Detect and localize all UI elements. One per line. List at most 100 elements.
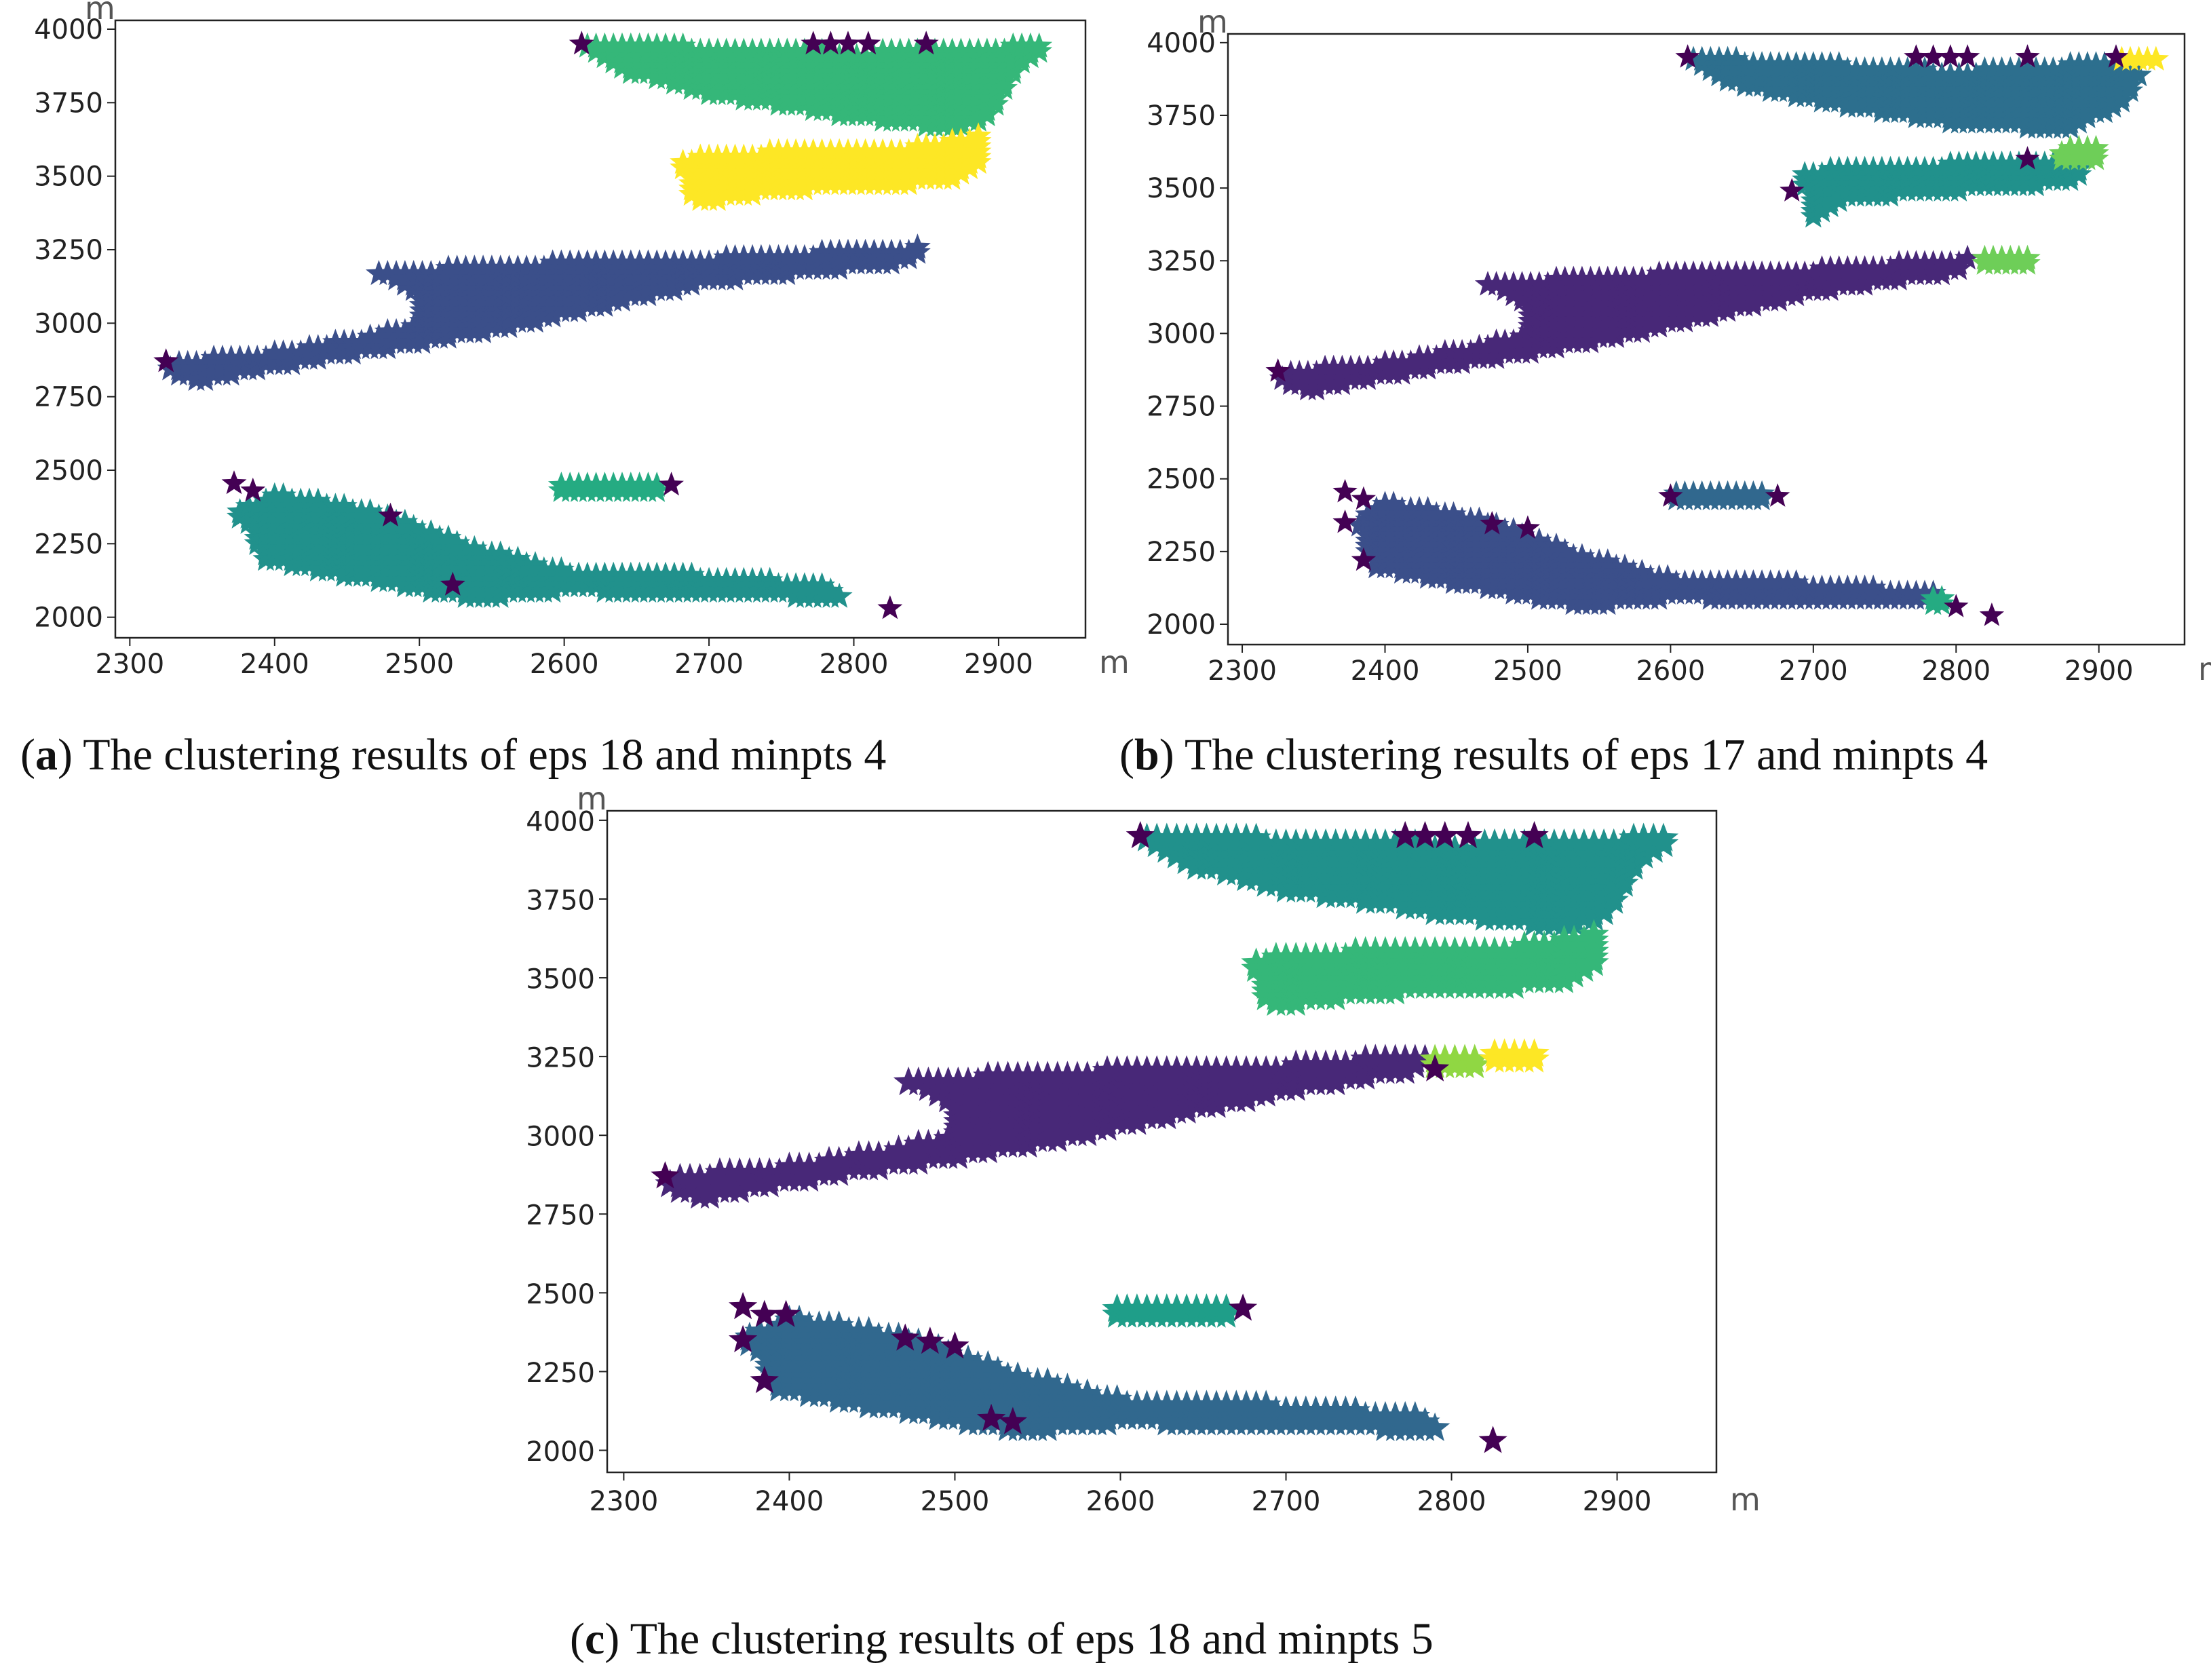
noise-point [801,31,826,55]
x-axis-unit-label: m [1730,1481,1761,1518]
series-noise [153,31,939,619]
noise-point [153,348,179,373]
noise-point [1979,603,2005,626]
data-point [270,482,296,508]
data-point [1569,543,1596,568]
data-point [2142,45,2170,71]
x-axis-unit-label: m [2198,651,2211,687]
noise-point [1765,483,1790,507]
data-point [1415,496,1441,521]
y-tick-label: 2000 [1147,609,1216,641]
data-point [1552,537,1578,563]
noise-point [913,31,939,55]
noise-point [2015,146,2040,170]
x-tick-label: 2300 [1208,655,1277,687]
data-point [1400,828,1431,858]
y-tick-label: 3500 [1147,173,1216,204]
x-tick-label: 2600 [1086,1486,1155,1517]
x-tick-label: 2900 [2064,655,2134,687]
series-cluster-main-tip [1972,244,2041,275]
y-tick-label: 3000 [526,1122,595,1153]
plot-frame [1227,33,2186,646]
data-point [522,551,549,577]
y-tick-label: 3750 [1147,100,1216,132]
y-tick-label: 2000 [526,1436,595,1468]
chart-b: 2300 2400 2500 2600 2700 2800 2900200022502500… [1147,3,2211,687]
data-point [1655,564,1681,589]
y-tick-label: 2500 [526,1279,595,1310]
data-point [2014,244,2041,270]
y-tick-label: 3500 [34,161,103,193]
data-point [1381,491,1407,516]
data-point [1648,822,1679,852]
y-axis-unit-label: m [85,0,115,26]
x-tick-label: 2800 [1921,655,1991,687]
series-cluster-short-segment [1663,480,1775,510]
x-tick-label: 2800 [820,649,889,680]
series-cluster-main-tip2 [1479,1038,1550,1073]
x-tick-label: 2900 [1583,1486,1652,1517]
data-point [809,37,835,63]
x-tick-label: 2500 [1493,655,1562,687]
data-point [1955,244,1981,270]
series-cluster-main-band [1269,244,1981,400]
noise-point [818,31,843,55]
series-cluster-lower-tip [1920,585,1955,615]
data-point [817,577,844,603]
x-tick-label: 2400 [755,1486,824,1517]
y-tick-label: 2750 [34,382,103,413]
x-tick-label: 2500 [921,1486,990,1517]
data-point [1519,1038,1550,1067]
y-tick-label: 2250 [34,529,103,560]
x-tick-label: 2700 [1252,1486,1321,1517]
data-point [1783,569,1809,594]
data-point [1946,250,1972,275]
y-tick-label: 3000 [1147,318,1216,349]
data-point [826,582,853,608]
noise-point [440,571,465,596]
data-point [1026,32,1053,58]
panel-b: 2300 2400 2500 2600 2700 2800 2900 2000 2250 2500… [1113,0,2211,706]
noise-point [835,31,861,55]
data-point [400,514,427,539]
y-axis-unit-label: m [1197,3,1228,40]
noise-point [1938,44,1963,68]
noise-point [1955,44,1980,68]
data-point [1929,585,1955,610]
noise-point [1780,178,1805,202]
x-tick-label: 2700 [1779,655,1848,687]
y-tick-label: 2750 [1147,392,1216,423]
data-point [504,546,531,571]
data-point [2126,61,2152,87]
noise-point [240,477,266,501]
series-cluster-top-band [1680,45,2152,139]
data-point [809,572,835,598]
series-cluster-upper-middle [1792,145,2092,228]
y-tick-label: 2250 [526,1358,595,1389]
data-point [487,540,514,566]
series-cluster-upper-middle [1241,919,1609,1016]
y-tick-label: 3250 [1147,246,1216,277]
data-point [461,535,488,560]
x-tick-label: 2500 [385,649,454,680]
y-tick-label: 2000 [34,603,103,634]
caption-a-text: The clustering results of eps 18 and min… [83,730,887,780]
data-point [1723,45,1750,71]
data-point [756,567,784,592]
data-point [2092,51,2118,76]
data-point [904,233,931,259]
noise-point [1904,44,1929,68]
series-cluster-main-band [655,1044,1440,1209]
caption-a: (a) The clustering results of eps 18 and… [20,730,887,780]
x-tick-label: 2900 [964,649,1033,680]
x-tick-label: 2700 [674,649,744,680]
data-point [678,561,705,587]
data-point [1459,1044,1490,1073]
data-point [444,529,471,555]
noise-point [1265,358,1290,382]
y-tick-label: 2500 [34,455,103,486]
noise-point [1351,547,1377,571]
y-tick-label: 3500 [526,963,595,995]
data-point [1241,822,1271,852]
noise-point [378,502,403,527]
